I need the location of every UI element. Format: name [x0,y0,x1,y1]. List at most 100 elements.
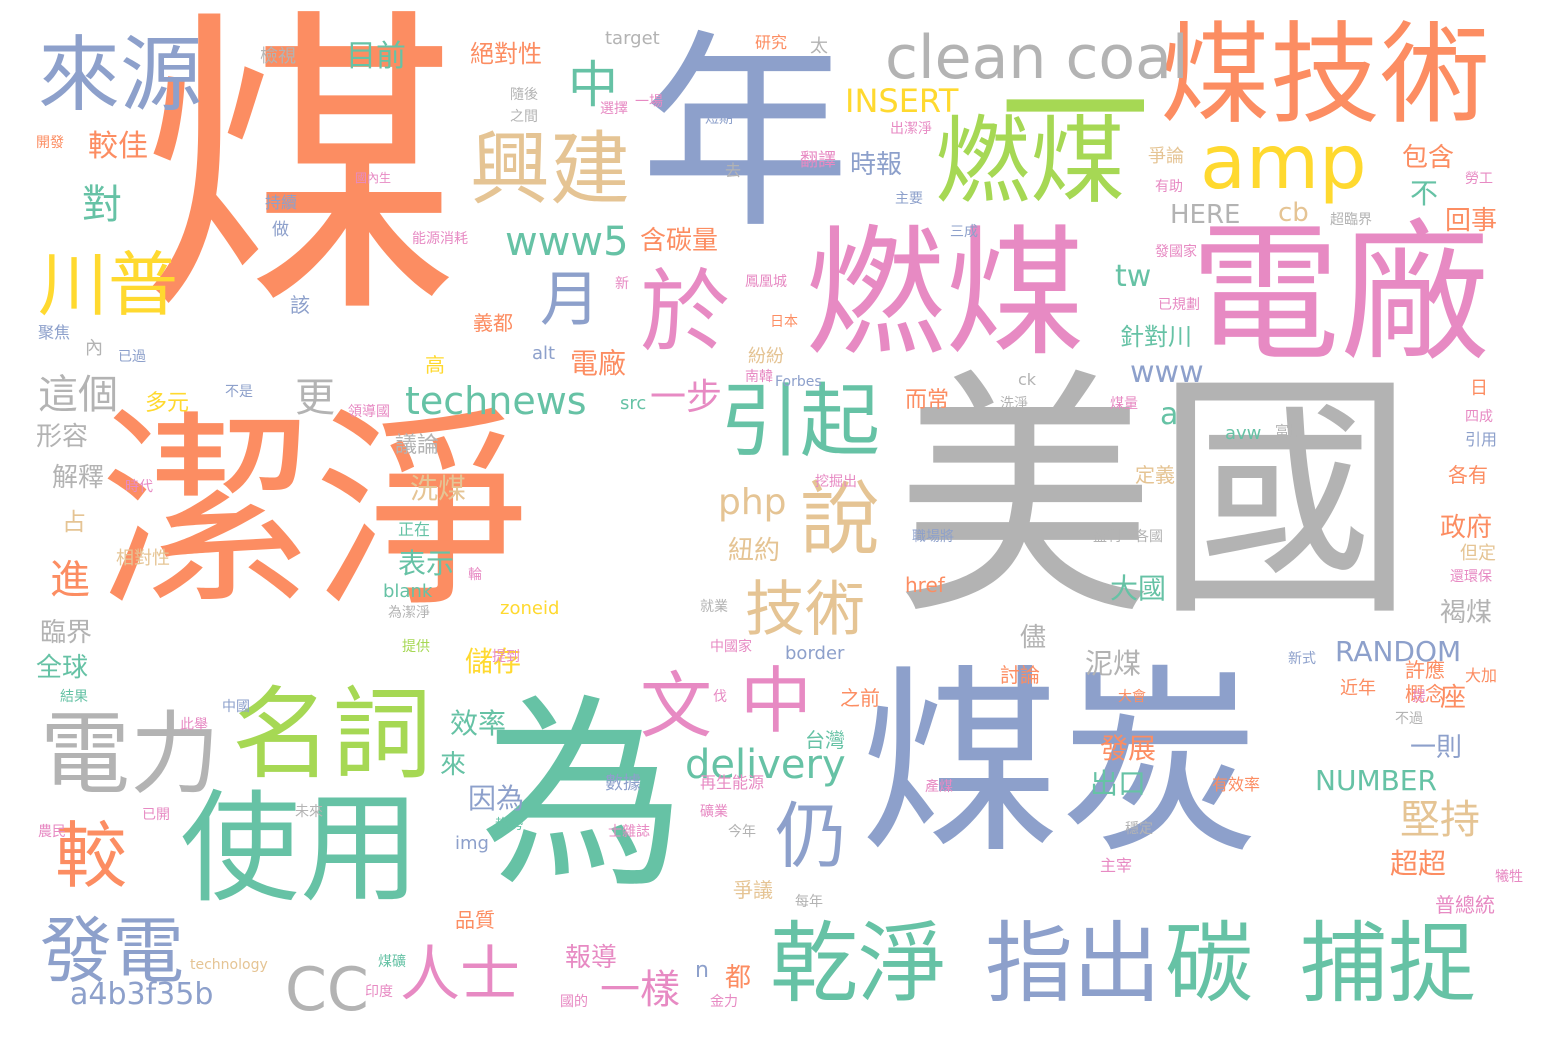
word-cloud-word: 盈利 [1093,529,1121,545]
word-cloud-word: 去 [725,161,742,180]
word-cloud-word: 一樣 [600,967,680,1013]
word-cloud-word: 因為 [468,782,525,815]
word-cloud-word: 於 [640,260,730,365]
word-cloud-word: 金力 [710,994,738,1010]
word-cloud-word: 電廠 [570,347,627,380]
word-cloud-word: Forbes [775,374,822,390]
word-cloud-word: 發電 [40,909,185,993]
word-cloud-word: 都 [725,963,752,993]
word-cloud-word: 鳳凰城 [745,274,787,290]
word-cloud-word: 煤礦 [378,954,406,970]
word-cloud-word: 提 [1412,689,1426,705]
word-cloud-word: 之前 [840,686,880,710]
word-cloud-word: 日本 [770,314,798,330]
word-cloud-word: 進 [50,557,90,603]
word-cloud-word: tw [1115,259,1152,294]
word-cloud-word: 煤技術 [1160,11,1490,139]
word-cloud-word: 一場 [635,94,663,110]
word-cloud-word: 國的 [560,994,588,1010]
word-cloud-word: 台灣 [805,728,845,752]
word-cloud-word: 相對性 [116,548,170,569]
word-cloud-word: 內 [85,338,103,359]
word-cloud-word: 大會 [1118,689,1146,705]
word-cloud-word: 來 [440,750,467,780]
word-cloud-word: 太 [810,36,828,57]
word-cloud-word: blank [383,581,433,602]
word-cloud-word: 使用 [180,780,420,919]
word-cloud-word: 這個 [38,372,118,418]
word-cloud-word: 有效率 [1212,775,1261,794]
word-cloud-word: 燃煤 [805,213,1086,376]
word-cloud-word: zoneid [500,598,560,619]
word-cloud-word: 發展 [1100,732,1157,765]
word-cloud-word: 礦業 [700,804,728,820]
word-cloud-word: a4b3f35b [70,977,214,1012]
word-cloud-word: 此舉 [180,717,208,733]
word-cloud-word: 泥煤 [1085,647,1142,680]
word-cloud-word: 做 [272,220,289,240]
word-cloud-word: img [455,833,489,854]
word-cloud-word: 含碳量 [640,226,719,256]
word-cloud-word: 出口 [1090,767,1147,800]
word-cloud-word: 人士 [400,940,520,1010]
word-cloud-word: 印度 [365,984,393,1000]
word-cloud-word: 隨後 [510,87,538,103]
word-cloud-word: 臨界 [40,618,93,648]
word-cloud-word: 主要 [895,191,923,207]
word-cloud-word: 引起 [720,375,880,468]
word-cloud-word: delivery [685,742,846,788]
word-cloud-word: 煤炭 [860,648,1261,881]
word-cloud-word: 為 [480,678,685,916]
word-cloud-word: 對 [82,182,122,228]
word-cloud-word: 正在 [398,520,431,539]
word-cloud-word: target [605,28,660,49]
word-cloud-word: 議論 [395,433,440,458]
word-cloud-word: 品質 [455,908,495,932]
word-cloud-word: 每年 [795,894,823,910]
word-cloud-word: 洗煤 [410,472,467,505]
word-cloud-word: 紛紛 [748,346,784,367]
word-cloud-word: 包含 [1402,143,1455,173]
word-cloud-word: 電廠 [1190,208,1491,382]
word-cloud-word: 褐煤 [1440,598,1493,628]
word-cloud-word: 新 [615,276,629,292]
word-cloud-word: 燃煤 [935,107,1126,217]
word-cloud-word: 該 [290,293,310,317]
word-cloud-word: 回事 [1445,206,1498,236]
word-cloud-word: 持續 [265,193,298,212]
word-cloud-word: technology [190,957,268,973]
word-cloud-word: 就業 [700,599,728,615]
word-cloud-word: 指出 [985,912,1162,1015]
word-cloud-word: 潔淨 [100,387,530,638]
word-cloud-word: 士雜誌 [608,824,650,840]
word-cloud-word: 各國 [1135,529,1163,545]
word-cloud-word: 針對川 [1120,323,1192,351]
word-cloud-word: 伐 [713,689,727,705]
word-cloud-word: 技術 [745,575,865,645]
word-cloud-word: 絕對性 [470,40,542,68]
word-cloud-word: ck [1018,370,1037,389]
word-cloud-word: n [695,958,709,983]
word-cloud-word: 高 [425,353,445,377]
word-cloud-word: src [620,393,647,414]
word-cloud-word: 農民 [38,824,66,840]
word-cloud-word: 多元 [145,391,190,416]
word-cloud-word: 選擇 [600,101,628,117]
word-cloud-word: 較 [55,814,128,898]
word-cloud-word: 輪 [468,567,482,583]
word-cloud-word: 中國家 [710,639,752,655]
word-cloud-word: 月 [540,265,600,335]
word-cloud-word: href [905,573,945,597]
word-cloud-word: 堅持 [1400,797,1480,843]
word-cloud-word: 為潔淨 [388,605,430,621]
word-cloud-word: 翻譯 [800,150,836,171]
word-cloud-word: 仍 [775,794,848,878]
word-cloud-word: 解釋 [52,463,105,493]
word-cloud-word: 義都 [473,311,513,335]
word-cloud-word: 新式 [1288,651,1316,667]
word-cloud-word: 乾淨 [770,912,947,1015]
word-cloud-word: 電力 [40,702,220,807]
word-cloud-word: 大加 [1465,666,1498,685]
word-cloud-word: 定義 [1135,463,1175,487]
